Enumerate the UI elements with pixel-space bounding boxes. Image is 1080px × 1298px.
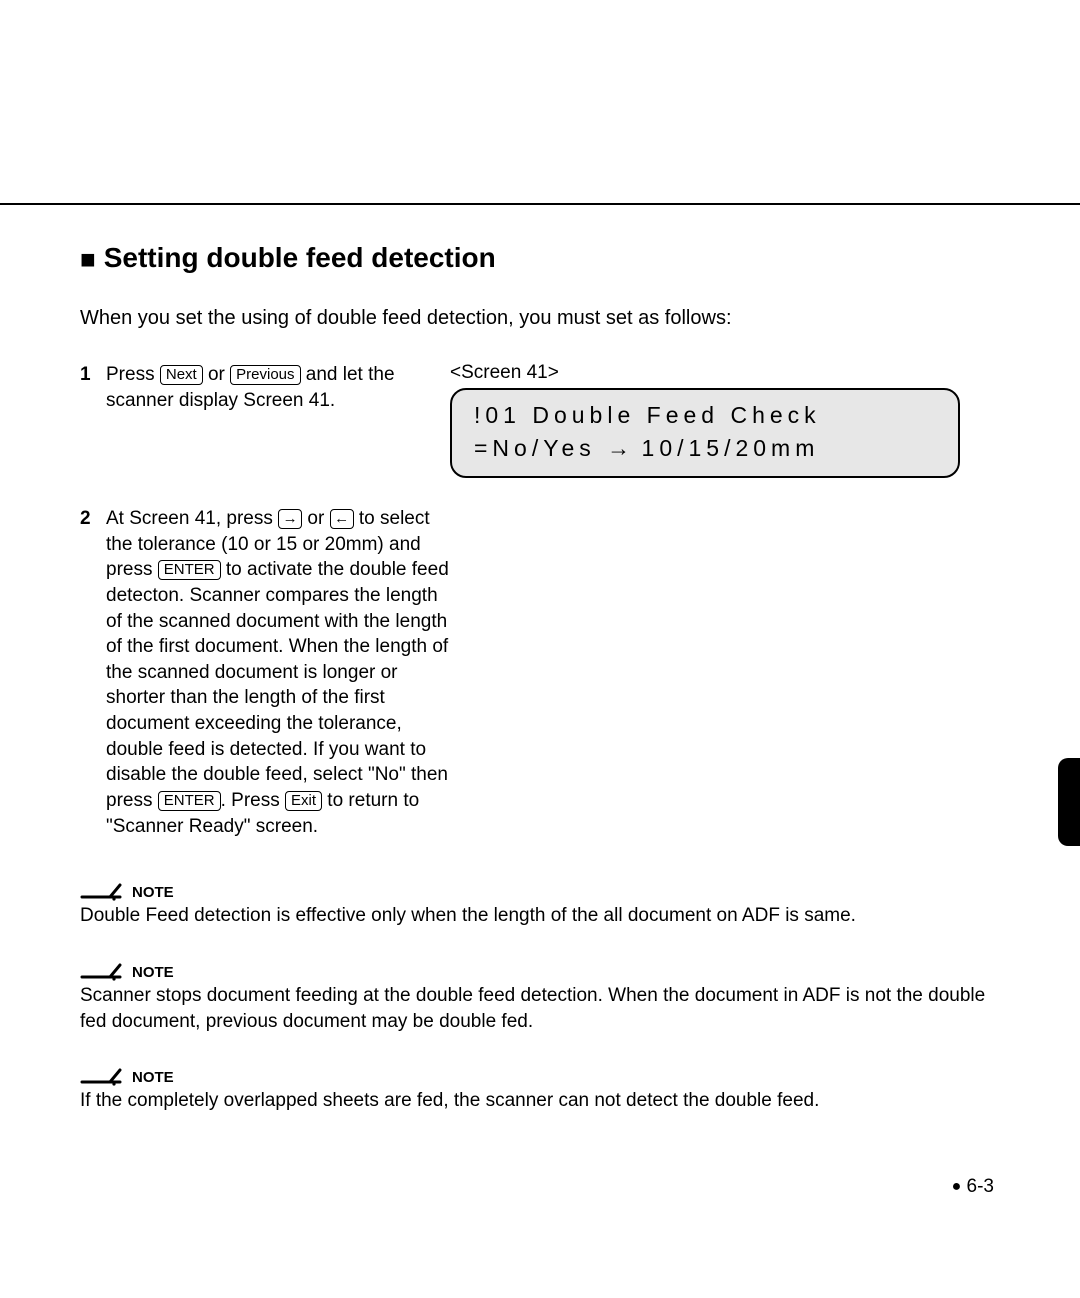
step-2-body: At Screen 41, press → or ← to select the… [106, 506, 450, 839]
step-2-number: 2 [80, 506, 106, 532]
note-3-head: NOTE [80, 1064, 1000, 1086]
step2-text-d: to activate the double feed detecton. Sc… [106, 559, 449, 811]
previous-key: Previous [230, 365, 300, 385]
note-1-label: NOTE [132, 884, 174, 901]
note-2-label: NOTE [132, 964, 174, 981]
note-3: NOTE If the completely overlapped sheets… [80, 1064, 1000, 1114]
page-number: ● 6-3 [952, 1176, 994, 1198]
next-key: Next [160, 365, 203, 385]
note-1-head: NOTE [80, 879, 1000, 901]
heading-bullet-icon: ■ [80, 244, 96, 275]
intro-text: When you set the using of double feed de… [80, 307, 1000, 330]
lcd-arrow-icon: → [607, 435, 630, 461]
enter-key-1: ENTER [158, 560, 221, 580]
step-2: 2 At Screen 41, press → or ← to select t… [80, 506, 450, 839]
lcd-line-1: !01 Double Feed Check [474, 402, 936, 429]
left-arrow-key: ← [330, 509, 354, 529]
exit-key: Exit [285, 791, 322, 811]
note-2-head: NOTE [80, 959, 1000, 981]
step1-text-b: or [203, 364, 230, 385]
step-1: 1 Press Next or Previous and let the sca… [80, 362, 430, 413]
top-rule [0, 203, 1080, 205]
step2-text-a: At Screen 41, press [106, 508, 278, 529]
note-1: NOTE Double Feed detection is effective … [80, 879, 1000, 929]
enter-key-2: ENTER [158, 791, 221, 811]
note-3-text: If the completely overlapped sheets are … [80, 1088, 1000, 1114]
content-area: ■ Setting double feed detection When you … [80, 242, 1000, 1144]
step2-text-b: or [302, 508, 329, 529]
step1-text-a: Press [106, 364, 160, 385]
page-bullet-icon: ● [952, 1178, 962, 1195]
note-3-label: NOTE [132, 1069, 174, 1086]
section-thumb-tab [1058, 758, 1080, 846]
lcd-line2-a: =No/Yes [474, 435, 607, 461]
lcd-line2-b: 10/15/20mm [630, 435, 819, 461]
note-2: NOTE Scanner stops document feeding at t… [80, 959, 1000, 1034]
step1-right: <Screen 41> !01 Double Feed Check =No/Ye… [450, 362, 1000, 478]
step-2-container: 2 At Screen 41, press → or ← to select t… [80, 506, 450, 839]
step1-left: 1 Press Next or Previous and let the sca… [80, 362, 450, 413]
step-1-number: 1 [80, 362, 106, 388]
lcd-line-2: =No/Yes → 10/15/20mm [474, 435, 936, 462]
step-1-body: Press Next or Previous and let the scann… [106, 362, 430, 413]
lcd-screen: !01 Double Feed Check =No/Yes → 10/15/20… [450, 388, 960, 478]
note-icon [80, 959, 126, 981]
page-number-text: 6-3 [967, 1176, 994, 1197]
note-icon [80, 879, 126, 901]
step1-row: 1 Press Next or Previous and let the sca… [80, 362, 1000, 478]
right-arrow-key: → [278, 509, 302, 529]
note-icon [80, 1064, 126, 1086]
note-1-text: Double Feed detection is effective only … [80, 903, 1000, 929]
step2-text-e: . Press [221, 790, 285, 811]
section-heading: ■ Setting double feed detection [80, 242, 1000, 275]
screen-label: <Screen 41> [450, 362, 1000, 384]
note-2-text: Scanner stops document feeding at the do… [80, 983, 1000, 1034]
manual-page: ■ Setting double feed detection When you … [0, 0, 1080, 1298]
heading-text: Setting double feed detection [104, 242, 496, 273]
